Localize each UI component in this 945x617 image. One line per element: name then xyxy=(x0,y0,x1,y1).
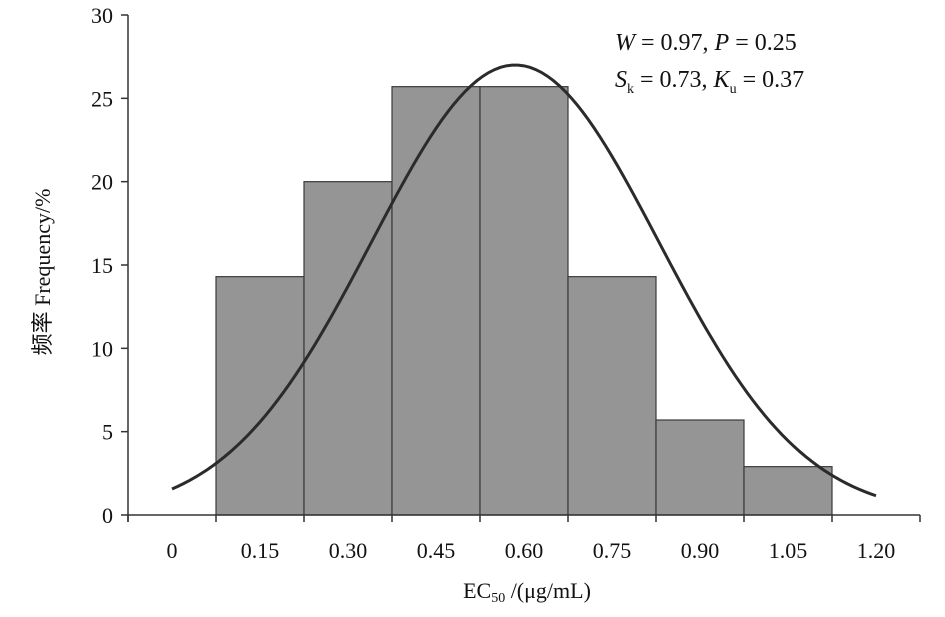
x-tick-label: 1.20 xyxy=(857,538,896,563)
x-axis-title: EC50 /(μg/mL) xyxy=(463,578,591,606)
stat-annotation-line1: W = 0.97, P = 0.25 xyxy=(615,30,797,56)
histogram-bar-3 xyxy=(391,86,481,516)
x-tick-label: 0.60 xyxy=(505,538,544,563)
bars-group xyxy=(215,86,833,516)
y-tick-label: 5 xyxy=(102,420,113,445)
histogram-bar-1 xyxy=(215,276,305,516)
y-tick-label: 30 xyxy=(91,3,113,28)
histogram-bar-4 xyxy=(479,86,569,516)
y-tick-label: 25 xyxy=(91,86,113,111)
histogram-bar-5 xyxy=(567,276,657,516)
stat-annotation-line2: Sk = 0.73, Ku = 0.37 xyxy=(615,67,804,97)
histogram-bar-6 xyxy=(655,419,745,516)
x-tick-label: 0.90 xyxy=(681,538,720,563)
x-tick-label: 0.75 xyxy=(593,538,632,563)
curve-group xyxy=(171,63,877,498)
normal-fit-curve xyxy=(171,63,877,498)
ticks-group: 0 5 10 15 20 25 30 0 0.15 0.30 0.45 0.60 0.75 0.90 1.0… xyxy=(91,3,921,563)
histogram-bar-7 xyxy=(743,466,833,516)
y-tick-label: 15 xyxy=(91,253,113,278)
y-tick-label: 0 xyxy=(102,503,113,528)
axes-group xyxy=(127,15,920,522)
x-tick-label: 1.05 xyxy=(769,538,808,563)
histogram-bar-2 xyxy=(303,181,393,516)
x-tick-label: 0 xyxy=(167,538,178,563)
y-tick-label: 20 xyxy=(91,170,113,195)
x-tick-label: 0.45 xyxy=(417,538,456,563)
y-tick-label: 10 xyxy=(91,336,113,361)
x-tick-label: 0.15 xyxy=(241,538,280,563)
x-tick-label: 0.30 xyxy=(329,538,368,563)
y-axis-title: 频率 Frequency/% xyxy=(30,189,55,356)
